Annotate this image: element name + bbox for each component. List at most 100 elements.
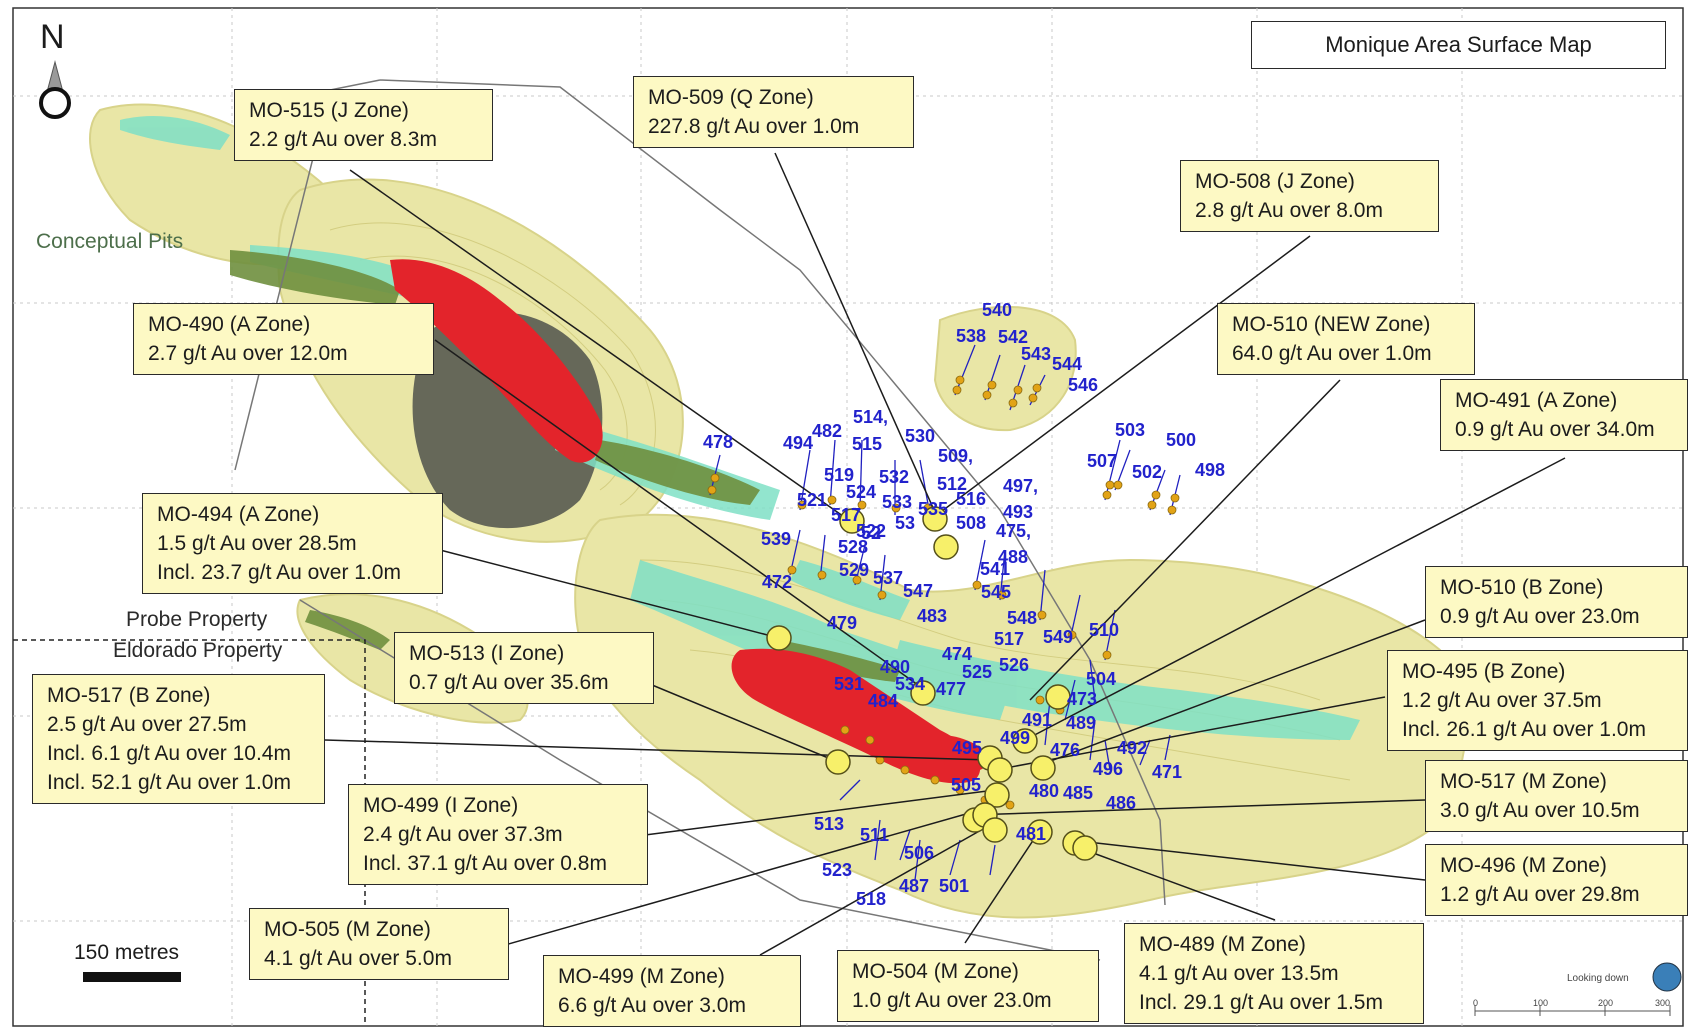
callout-line: 2.5 g/t Au over 27.5m [47,713,247,736]
callout-line: MO-504 (M Zone) [852,960,1019,983]
drill-hole-label: 495 [952,738,983,758]
drill-hole-label: 549 [1043,627,1074,647]
intercept-circle [825,749,851,775]
drill-hole-label: 504 [1086,669,1117,689]
drill-hole-label: 530 [905,426,936,446]
drill-hole-label: 507 [1087,451,1118,471]
callout-mo-505-m: MO-505 (M Zone) 4.1 g/t Au over 5.0m [249,908,509,980]
callout-mo-491-a: MO-491 (A Zone) 0.9 g/t Au over 34.0m [1440,379,1688,451]
drill-hole-label: 505 [951,775,982,795]
drill-hole-label: 483 [917,606,948,626]
drill-intercept-markers [707,375,1180,810]
drill-hole-label: 525 [962,662,993,682]
drill-hole-label: 496 [1093,759,1124,779]
drill-hole-label: 471 [1152,762,1183,782]
callout-mo-509-q: MO-509 (Q Zone) 227.8 g/t Au over 1.0m [633,76,914,148]
drill-hole-label: 517 [994,629,1025,649]
drill-hole-label: 528 [838,537,869,557]
callout-mo-517-m: MO-517 (M Zone) 3.0 g/t Au over 10.5m [1425,760,1688,832]
drill-hole-label: 513 [814,814,845,834]
callout-line: MO-494 (A Zone) [157,503,320,526]
callout-line: 2.2 g/t Au over 8.3m [249,128,437,151]
drill-hole-label: 480 [1029,781,1060,801]
callout-line: MO-499 (M Zone) [558,965,725,988]
drill-hole-label: 545 [981,582,1012,602]
drill-hole-label: 522 [856,521,887,541]
drill-hole-label: 502 [1132,462,1163,482]
callout-mo-517-b: MO-517 (B Zone) 2.5 g/t Au over 27.5m In… [32,674,325,804]
drill-hole-label: 516 [956,489,987,509]
green-zones [230,250,900,682]
callout-line: 227.8 g/t Au over 1.0m [648,115,860,138]
callout-mo-513-i: MO-513 (I Zone) 0.7 g/t Au over 35.6m [394,632,654,704]
callout-line: Incl. 26.1 g/t Au over 1.0m [1402,718,1646,741]
callout-mo-504-m: MO-504 (M Zone) 1.0 g/t Au over 23.0m [837,950,1099,1022]
drill-hole-label: 519 [824,465,855,485]
map-title: Monique Area Surface Map [1251,21,1666,69]
callout-mo-510-new: MO-510 (NEW Zone) 64.0 g/t Au over 1.0m [1217,303,1475,375]
callout-mo-515-j: MO-515 (J Zone) 2.2 g/t Au over 8.3m [234,89,493,161]
mini-scale-tick: 300 [1655,998,1671,1008]
drill-hole-label: 514, [853,407,889,427]
callout-line: 1.2 g/t Au over 29.8m [1440,883,1640,906]
callout-line: MO-509 (Q Zone) [648,86,814,109]
callout-line: 6.6 g/t Au over 3.0m [558,994,746,1017]
drill-hole-label: 547 [903,581,934,601]
drill-hole-label: 526 [999,655,1030,675]
drill-hole-label: 548 [1007,608,1038,628]
callout-mo-496-m: MO-496 (M Zone) 1.2 g/t Au over 29.8m [1425,844,1688,916]
callout-line: 64.0 g/t Au over 1.0m [1232,342,1432,365]
intercept-circle [1072,835,1098,861]
intercept-circle [910,680,936,706]
probe-property-label: Probe Property [126,608,268,631]
callout-line: MO-491 (A Zone) [1455,389,1618,412]
scale-bar-label: 150 metres [74,941,180,964]
drill-hole-label: 487 [899,876,930,896]
scale-bar [83,972,181,982]
drill-hole-label: 472 [762,572,793,592]
drill-hole-label: 542 [998,327,1029,347]
drill-hole-label: 544 [1052,354,1083,374]
intercept-circle [1027,819,1053,845]
drill-hole-label: 543 [1021,344,1052,364]
callout-line: MO-508 (J Zone) [1195,170,1355,193]
callout-line: Incl. 6.1 g/t Au over 10.4m [47,742,291,765]
drill-hole-label: 533 [882,492,913,512]
drill-hole-label: 485 [1063,783,1094,803]
callout-line: 0.7 g/t Au over 35.6m [409,671,609,694]
callout-mo-490-a: MO-490 (A Zone) 2.7 g/t Au over 12.0m [133,303,434,375]
drill-hole-label: 488 [998,547,1029,567]
intercept-circle [766,625,792,651]
drill-hole-label: 537 [873,568,904,588]
callout-line: 1.2 g/t Au over 37.5m [1402,689,1602,712]
drill-hole-label: 474 [942,644,973,664]
callout-line: MO-495 (B Zone) [1402,660,1566,683]
callout-line: Incl. 23.7 g/t Au over 1.0m [157,561,401,584]
drill-hole-label: 494 [783,433,814,453]
drill-hole-label: 493 [1003,502,1034,522]
callout-line: MO-490 (A Zone) [148,313,311,336]
drill-hole-label: 529 [839,560,870,580]
callout-mo-495-b: MO-495 (B Zone) 1.2 g/t Au over 37.5m In… [1387,650,1688,751]
drill-hole-label: 477 [936,679,967,699]
drill-hole-label: 476 [1050,740,1081,760]
callout-line: Incl. 37.1 g/t Au over 0.8m [363,852,607,875]
intercept-circle [982,817,1008,843]
drill-hole-label: 538 [956,326,987,346]
callout-line: Incl. 29.1 g/t Au over 1.5m [1139,991,1383,1014]
drill-hole-label: 484 [868,691,899,711]
drill-hole-label: 511 [860,825,890,845]
callout-line: 3.0 g/t Au over 10.5m [1440,799,1640,822]
drill-hole-label: 490 [880,657,911,677]
drill-hole-label: 518 [856,889,887,909]
north-label: N [40,18,65,56]
conceptual-pits-label: Conceptual Pits [36,230,184,253]
mini-scale-tick: 200 [1598,998,1614,1008]
red-zones [390,259,990,784]
drill-hole-label: 478 [703,432,734,452]
callout-line: Incl. 52.1 g/t Au over 1.0m [47,771,291,794]
drill-hole-label: 532 [879,467,910,487]
drill-hole-label: 486 [1106,793,1137,813]
callout-line: 4.1 g/t Au over 5.0m [264,947,452,970]
drill-hole-label: 498 [1195,460,1226,480]
